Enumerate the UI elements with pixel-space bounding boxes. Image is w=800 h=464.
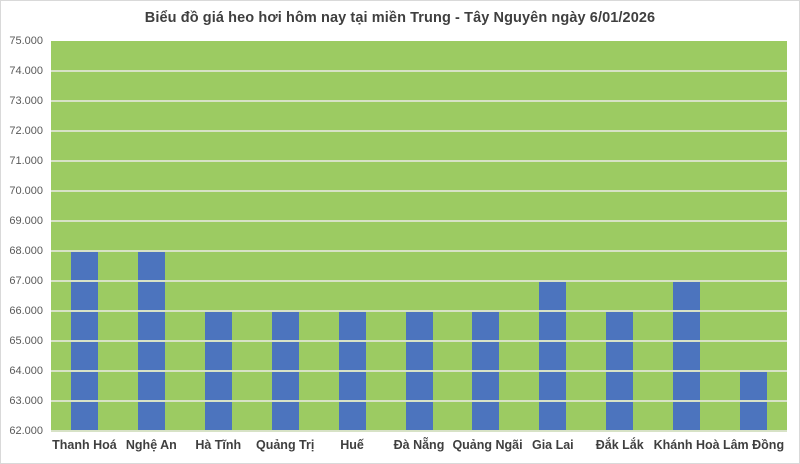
y-axis-label: 65.000 bbox=[9, 335, 43, 347]
x-axis-label: Gia Lai bbox=[531, 438, 574, 452]
x-axis-label: Đà Nẵng bbox=[393, 438, 445, 452]
gridline bbox=[51, 400, 787, 402]
x-axis-label: Lâm Đồng bbox=[722, 438, 785, 452]
chart-bar bbox=[539, 281, 567, 431]
chart-bar bbox=[673, 281, 701, 431]
y-axis-label: 72.000 bbox=[9, 125, 43, 137]
gridline bbox=[51, 130, 787, 132]
y-axis-label: 74.000 bbox=[9, 65, 43, 77]
gridline bbox=[51, 340, 787, 342]
x-axis-label: Thanh Hoá bbox=[52, 438, 117, 452]
plot-area bbox=[51, 41, 787, 432]
gridline bbox=[51, 250, 787, 252]
x-axis-label: Đắk Lắk bbox=[595, 438, 644, 452]
x-axis-label: Huế bbox=[340, 438, 364, 452]
gridline bbox=[51, 220, 787, 222]
gridline bbox=[51, 70, 787, 72]
y-axis-label: 63.000 bbox=[9, 395, 43, 407]
chart-title: Biểu đồ giá heo hơi hôm nay tại miền Tru… bbox=[144, 10, 656, 26]
gridline bbox=[51, 430, 787, 432]
y-axis-label: 64.000 bbox=[9, 365, 43, 377]
gridline bbox=[51, 160, 787, 162]
gridline bbox=[51, 280, 787, 282]
y-axis-label: 73.000 bbox=[9, 95, 43, 107]
y-axis-label: 70.000 bbox=[9, 185, 43, 197]
y-axis-label: 67.000 bbox=[9, 275, 43, 287]
y-axis-label: 71.000 bbox=[9, 155, 43, 167]
x-axis-label: Quảng Trị bbox=[256, 438, 315, 452]
y-axis-label: 62.000 bbox=[9, 425, 43, 437]
y-axis-label: 75.000 bbox=[9, 35, 43, 47]
x-axis-label: Khánh Hoà bbox=[653, 438, 720, 452]
y-axis: 75.000 74.000 73.000 72.000 71.000 70.000 69.0… bbox=[1, 1, 43, 464]
gridline bbox=[51, 190, 787, 192]
x-axis: Thanh Hoá Nghệ An Hà Tĩnh Quảng Trị Huế Đà Nẵ… bbox=[51, 438, 787, 460]
x-axis-label: Nghệ An bbox=[125, 438, 177, 452]
y-axis-label: 68.000 bbox=[9, 245, 43, 257]
gridline bbox=[51, 310, 787, 312]
y-axis-label: 66.000 bbox=[9, 305, 43, 317]
gridline bbox=[51, 100, 787, 102]
gridline bbox=[51, 370, 787, 372]
x-axis-label: Hà Tĩnh bbox=[195, 438, 242, 452]
x-axis-label: Quảng Ngãi bbox=[452, 438, 523, 452]
y-axis-label: 69.000 bbox=[9, 215, 43, 227]
